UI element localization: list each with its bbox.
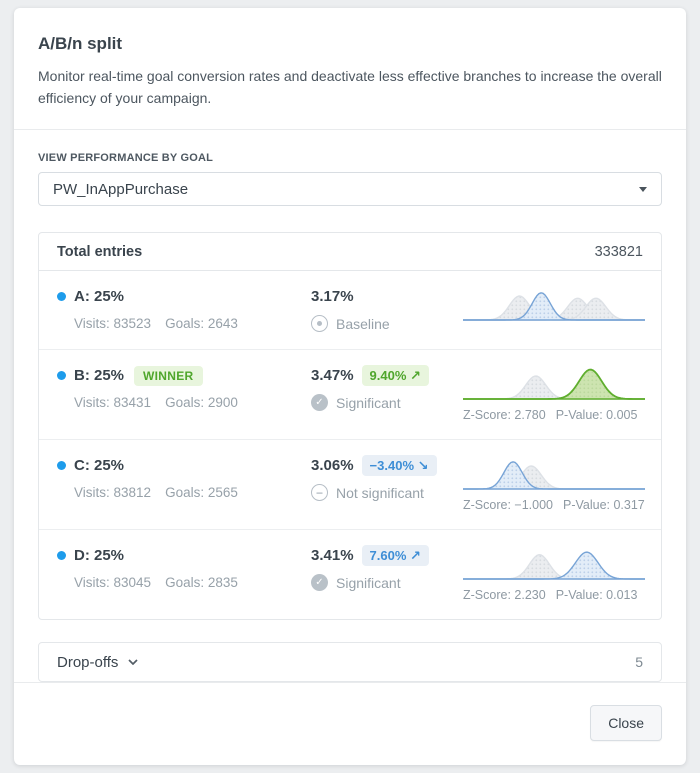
branch-goals: Goals: 2900: [165, 395, 238, 411]
goal-select-value: PW_InAppPurchase: [53, 180, 189, 198]
goal-select-label: VIEW PERFORMANCE BY GOAL: [38, 152, 214, 165]
branch-dot-icon: [57, 371, 66, 381]
branch-row: C: 25% Visits: 83812 Goals: 2565 3.06% −…: [39, 440, 661, 531]
distribution-chart: [463, 453, 645, 493]
page-title: A/B/n split: [38, 34, 123, 53]
caret-down-icon: [639, 186, 647, 192]
total-entries-row: Total entries 333821: [39, 233, 661, 272]
distribution-chart: [463, 543, 645, 583]
dialog-header: A/B/n split Monitor real-time goal conve…: [14, 8, 686, 131]
branch-row: B: 25% WINNER Visits: 83431 Goals: 2900 …: [39, 350, 661, 441]
branch-name: D: 25%: [74, 547, 125, 565]
status-text: Significant: [336, 394, 401, 411]
status-text: Significant: [336, 574, 401, 591]
branch-name: C: 25%: [74, 457, 125, 475]
conversion-rate: 3.06%: [311, 457, 354, 475]
minus-circle-icon: [311, 484, 328, 502]
dialog-description: Monitor real-time goal conversion rates …: [38, 68, 662, 106]
branch-dot-icon: [57, 292, 66, 302]
delta-badge: −3.40% ↘: [361, 455, 437, 477]
branch-dot-icon: [57, 551, 66, 561]
results-panel: Total entries 333821 A: 25% Visits: 8352…: [38, 232, 662, 621]
abn-split-dialog: A/B/n split Monitor real-time goal conve…: [14, 8, 686, 765]
goal-select[interactable]: PW_InAppPurchase: [38, 172, 662, 207]
branch-name: A: 25%: [74, 288, 125, 306]
branch-goals: Goals: 2565: [165, 485, 238, 501]
dropoffs-value: 5: [635, 654, 643, 671]
zscore-value: Z-Score: 2.230: [463, 588, 546, 603]
check-circle-icon: [311, 394, 328, 412]
total-entries-label: Total entries: [57, 243, 143, 260]
total-entries-value: 333821: [594, 243, 643, 260]
delta-badge: 9.40% ↗: [361, 365, 429, 387]
zscore-value: Z-Score: −1.000: [463, 498, 553, 513]
conversion-rate: 3.17%: [311, 288, 354, 306]
dialog-footer: Close: [14, 682, 686, 765]
status-text: Not significant: [336, 484, 424, 501]
branch-row: D: 25% Visits: 83045 Goals: 2835 3.41% 7…: [39, 530, 661, 619]
branch-name: B: 25%: [74, 367, 125, 385]
branch-visits: Visits: 83523: [74, 316, 152, 332]
close-button[interactable]: Close: [590, 705, 662, 742]
delta-badge: 7.60% ↗: [361, 545, 429, 567]
conversion-rate: 3.47%: [311, 367, 354, 385]
winner-badge: WINNER: [134, 365, 203, 386]
pvalue-value: P-Value: 0.005: [555, 408, 638, 423]
pvalue-value: P-Value: 0.317: [562, 498, 645, 513]
pvalue-value: P-Value: 0.013: [555, 588, 638, 603]
dropoffs-row[interactable]: Drop-offs 5: [38, 642, 662, 683]
status-text: Baseline: [336, 315, 390, 332]
dialog-body: VIEW PERFORMANCE BY GOAL PW_InAppPurchas…: [14, 130, 686, 683]
distribution-chart: [463, 363, 645, 403]
branch-visits: Visits: 83045: [74, 575, 152, 591]
conversion-rate: 3.41%: [311, 547, 354, 565]
branch-visits: Visits: 83431: [74, 395, 152, 411]
distribution-chart: [463, 284, 645, 324]
chevron-down-icon: [128, 659, 139, 666]
branch-row: A: 25% Visits: 83523 Goals: 2643 3.17%: [39, 271, 661, 351]
baseline-icon: [311, 315, 328, 333]
branch-dot-icon: [57, 461, 66, 471]
check-circle-icon: [311, 574, 328, 592]
branch-visits: Visits: 83812: [74, 485, 152, 501]
zscore-value: Z-Score: 2.780: [463, 408, 546, 423]
dropoffs-label: Drop-offs: [57, 653, 119, 671]
branch-goals: Goals: 2835: [165, 575, 238, 591]
branch-goals: Goals: 2643: [165, 316, 238, 332]
